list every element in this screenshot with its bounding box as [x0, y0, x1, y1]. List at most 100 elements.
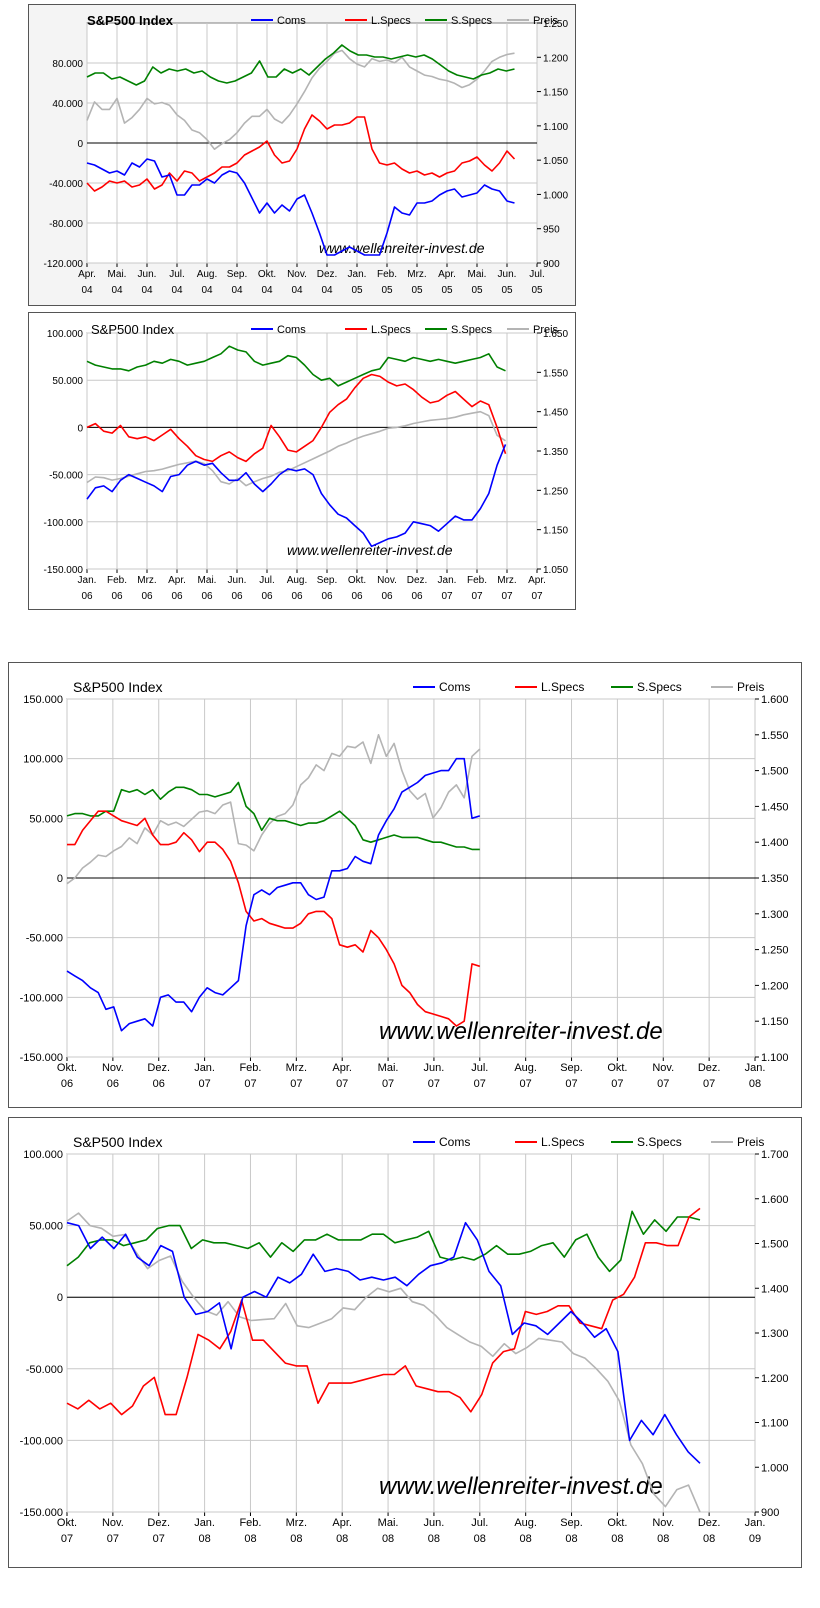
x-tick-label-year: 08 — [703, 1533, 715, 1545]
x-tick-label-month: Apr. — [78, 269, 96, 280]
x-tick-label-month: Jan. — [348, 269, 367, 280]
x-tick-label-year: 07 — [531, 591, 543, 602]
x-tick-label-year: 07 — [382, 1078, 394, 1090]
right-axis-tick-label: 1.250 — [761, 945, 789, 957]
x-tick-label-month: Mrz. — [286, 1062, 307, 1074]
right-axis-tick-label: 1.600 — [761, 1194, 789, 1206]
x-tick-label-month: Dez. — [698, 1517, 721, 1529]
legend-label-coms: Coms — [277, 15, 306, 27]
x-tick-label-month: Jul. — [259, 575, 275, 586]
left-axis-tick-label: 50.000 — [29, 813, 63, 825]
x-tick-label-year: 08 — [474, 1533, 486, 1545]
left-axis-tick-label: 0 — [57, 1292, 63, 1304]
right-axis-tick-label: 1.200 — [761, 1373, 789, 1385]
x-tick-label-year: 06 — [231, 591, 243, 602]
chart-title: S&P500 Index — [87, 13, 174, 28]
left-axis-tick-label: -120.000 — [44, 259, 84, 270]
x-tick-label-month: Apr. — [332, 1517, 352, 1529]
x-tick-label-month: Mai. — [108, 269, 127, 280]
x-tick-label-month: Aug. — [514, 1517, 537, 1529]
x-tick-label-month: Jul. — [529, 269, 545, 280]
right-axis-tick-label: 1.400 — [761, 837, 789, 849]
right-axis-tick-label: 1.150 — [761, 1016, 789, 1028]
legend-label-l-specs: L.Specs — [371, 324, 411, 336]
x-tick-label-month: Sep. — [227, 269, 248, 280]
x-tick-label-month: Nov. — [287, 269, 307, 280]
x-tick-label-year: 06 — [107, 1078, 119, 1090]
x-tick-label-year: 06 — [261, 591, 273, 602]
x-tick-label-month: Jul. — [169, 269, 185, 280]
legend-label-l-specs: L.Specs — [541, 680, 584, 694]
x-tick-label-month: Apr. — [528, 575, 546, 586]
chart-title: S&P500 Index — [91, 322, 175, 337]
x-tick-label-year: 08 — [198, 1533, 210, 1545]
right-axis-tick-label: 1.050 — [543, 156, 568, 167]
x-tick-label-year: 04 — [321, 285, 333, 296]
chart-svg-2006-2008: Okt.06Nov.06Dez.06Jan.07Feb.07Mrz.07Apr.… — [9, 663, 803, 1109]
x-tick-label-year: 06 — [351, 591, 363, 602]
x-tick-label-year: 08 — [749, 1078, 761, 1090]
right-axis-tick-label: 1.550 — [543, 368, 568, 379]
x-tick-label-year: 07 — [441, 591, 453, 602]
left-axis-tick-label: -100.000 — [44, 518, 84, 529]
x-tick-label-month: Sep. — [560, 1062, 583, 1074]
x-tick-label-year: 06 — [291, 591, 303, 602]
x-tick-label-year: 04 — [261, 285, 273, 296]
x-tick-label-year: 08 — [336, 1533, 348, 1545]
right-axis-tick-label: 1.700 — [761, 1149, 789, 1161]
x-tick-label-year: 07 — [61, 1533, 73, 1545]
x-tick-label-year: 08 — [565, 1533, 577, 1545]
x-tick-label-month: Mai. — [378, 1517, 399, 1529]
right-axis-tick-label: 1.550 — [761, 730, 789, 742]
x-tick-label-year: 07 — [107, 1533, 119, 1545]
left-axis-tick-label: -50.000 — [26, 933, 63, 945]
x-tick-label-month: Dez. — [317, 269, 338, 280]
x-tick-label-year: 07 — [657, 1078, 669, 1090]
x-tick-label-month: Jul. — [471, 1062, 488, 1074]
x-tick-label-year: 07 — [520, 1078, 532, 1090]
x-tick-label-year: 06 — [153, 1078, 165, 1090]
right-axis-tick-label: 1.300 — [761, 909, 789, 921]
x-tick-label-year: 07 — [471, 591, 483, 602]
legend-label-coms: Coms — [439, 680, 470, 694]
cot-chart-2007-2009: Okt. 07 Nov. 07 Dez. 07 Jan. 08 Feb. 08 Mrz. 08 Apr.… — [8, 1117, 802, 1568]
x-tick-label-month: Apr. — [168, 575, 186, 586]
x-tick-label-month: Jan. — [78, 575, 97, 586]
x-tick-label-month: Feb. — [107, 575, 127, 586]
x-tick-label-year: 07 — [198, 1078, 210, 1090]
x-tick-label-year: 08 — [657, 1533, 669, 1545]
x-tick-label-month: Mrz. — [286, 1517, 307, 1529]
x-tick-label-month: Mrz. — [137, 575, 156, 586]
left-axis-tick-label: -100.000 — [20, 1435, 63, 1447]
right-axis-tick-label: 1.000 — [543, 190, 568, 201]
chart-title: S&P500 Index — [73, 679, 163, 695]
x-tick-label-year: 08 — [520, 1533, 532, 1545]
x-tick-label-year: 05 — [531, 285, 543, 296]
x-tick-label-month: Mai. — [378, 1062, 399, 1074]
x-tick-label-year: 04 — [81, 285, 93, 296]
x-tick-label-year: 04 — [201, 285, 213, 296]
x-tick-label-year: 07 — [428, 1078, 440, 1090]
right-axis-tick-label: 1.150 — [543, 88, 568, 99]
cot-chart-2004-2005: Apr. 04 Mai. 04 Jun. 04 Jul. 04 Aug. 04 Sep. 04 Okt.… — [28, 4, 576, 306]
x-tick-label-month: Jun. — [498, 269, 517, 280]
x-tick-label-month: Nov. — [377, 575, 397, 586]
x-tick-label-year: 07 — [501, 591, 513, 602]
x-tick-label-year: 08 — [244, 1533, 256, 1545]
right-axis-tick-label: 1.250 — [543, 486, 568, 497]
x-tick-label-year: 06 — [141, 591, 153, 602]
x-tick-label-month: Aug. — [514, 1062, 537, 1074]
x-tick-label-year: 08 — [290, 1533, 302, 1545]
x-tick-label-month: Okt. — [607, 1517, 627, 1529]
right-axis-tick-label: 1.600 — [761, 694, 789, 706]
left-axis-tick-label: 100.000 — [23, 1149, 63, 1161]
x-tick-label-month: Aug. — [287, 575, 308, 586]
x-tick-label-year: 05 — [381, 285, 393, 296]
x-tick-label-month: Jan. — [194, 1062, 215, 1074]
x-tick-label-year: 07 — [153, 1533, 165, 1545]
x-tick-label-year: 06 — [411, 591, 423, 602]
x-tick-label-year: 04 — [231, 285, 243, 296]
left-axis-tick-label: 150.000 — [23, 694, 63, 706]
left-axis-tick-label: 80.000 — [52, 59, 83, 70]
right-axis-tick-label: 1.000 — [761, 1462, 789, 1474]
